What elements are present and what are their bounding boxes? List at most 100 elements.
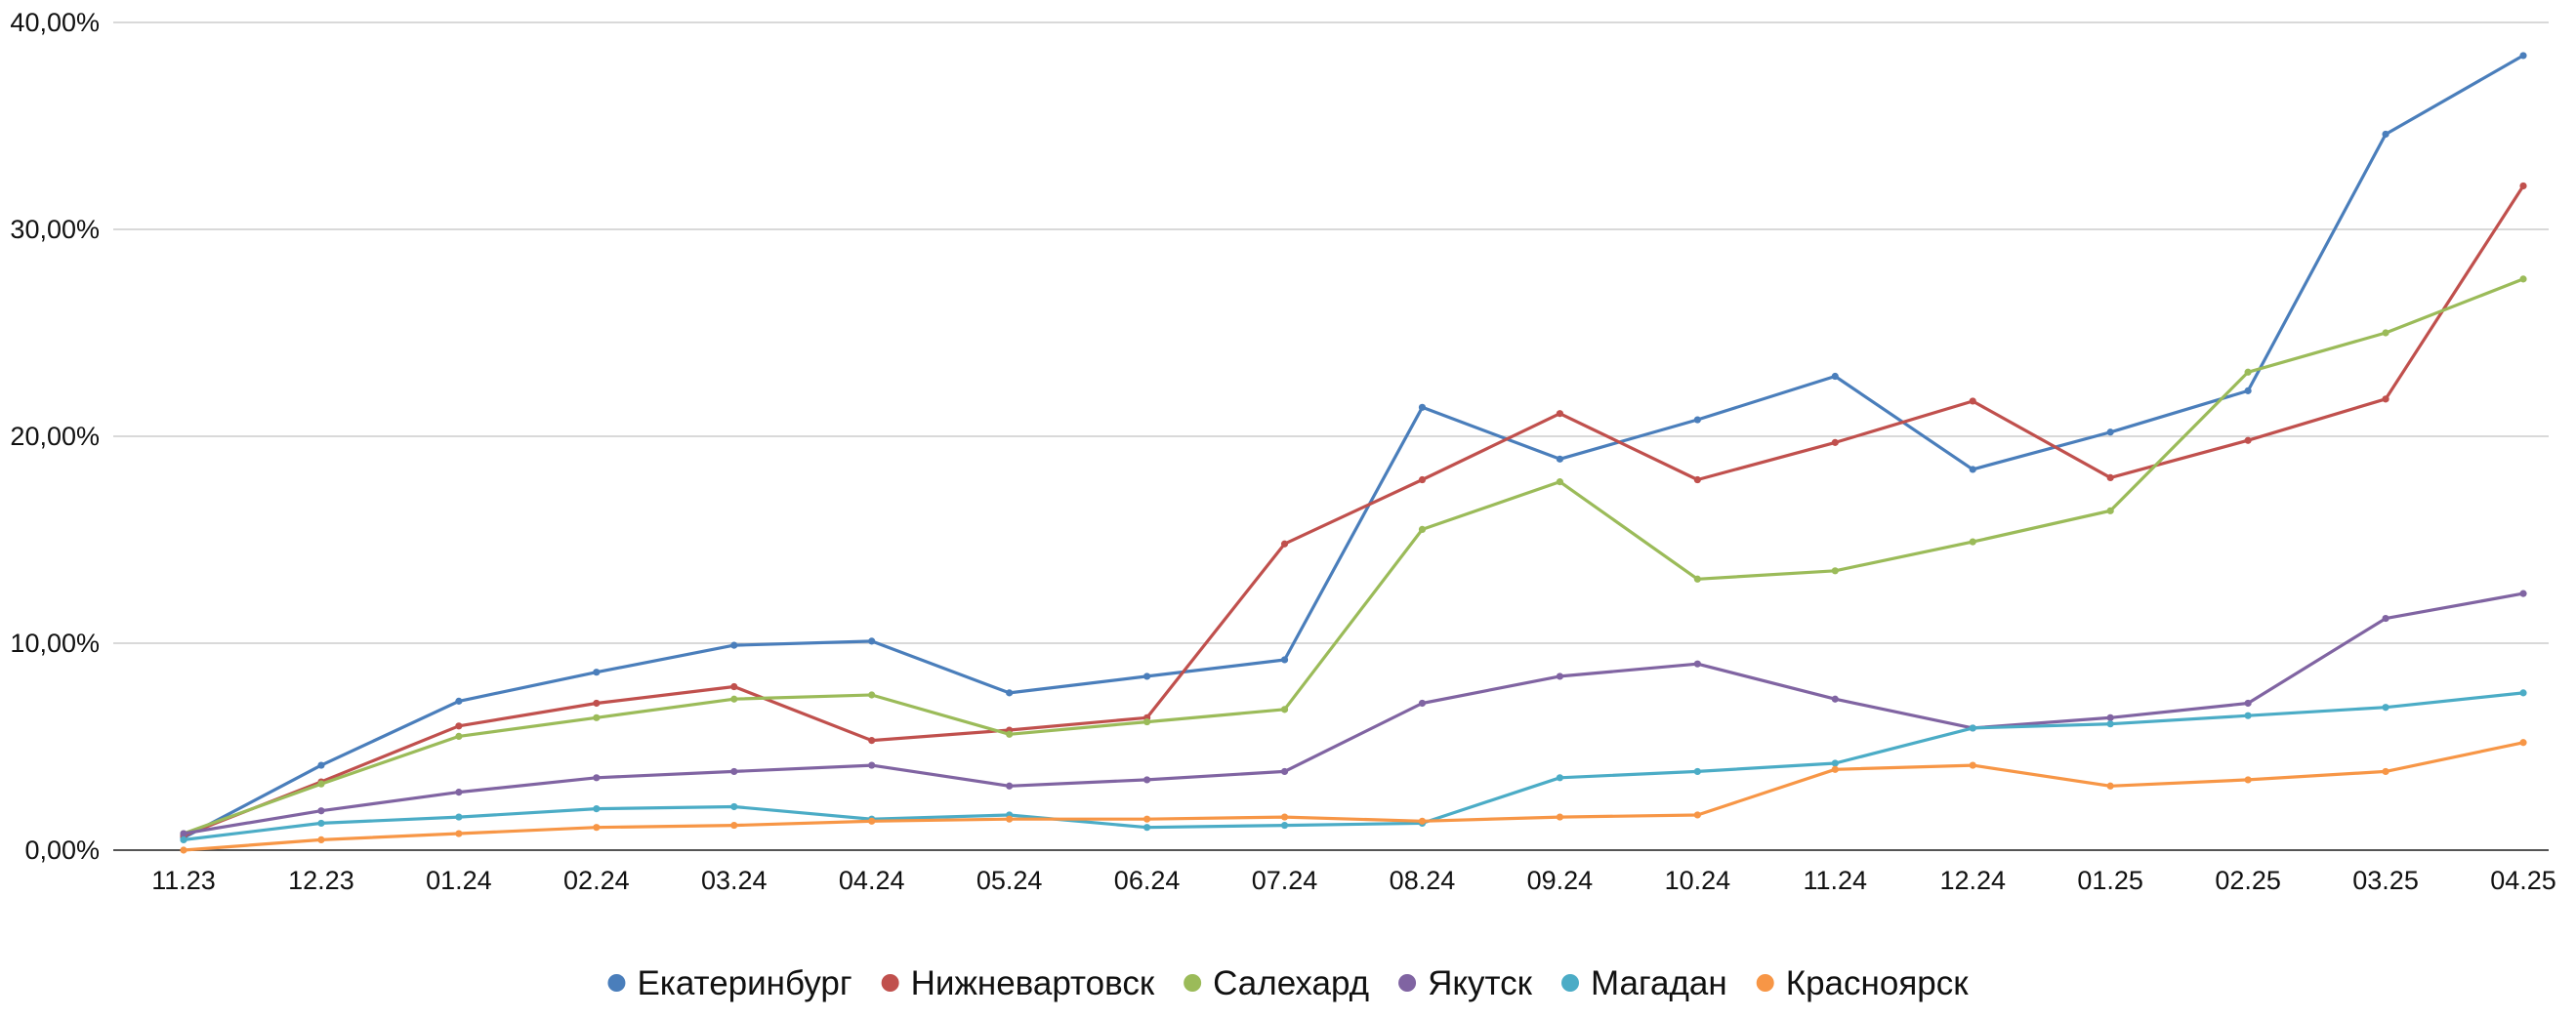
x-tick-label: 08.24 [1390, 866, 1456, 895]
legend-marker [607, 974, 626, 992]
data-point [730, 767, 738, 776]
legend-marker [1756, 974, 1774, 992]
data-point [1969, 538, 1976, 546]
data-point [455, 732, 463, 741]
legend-marker [1561, 974, 1580, 992]
data-point [455, 830, 463, 837]
series-4 [180, 689, 2527, 844]
legend-item: Красноярск [1756, 964, 1969, 1002]
data-point [1556, 478, 1564, 486]
data-point [1831, 759, 1839, 767]
data-point [455, 813, 463, 821]
data-point [2382, 767, 2389, 776]
legend-item: Нижневартовск [881, 964, 1155, 1002]
data-point [1006, 730, 1014, 738]
legend-marker [1184, 974, 1202, 992]
data-point [2519, 182, 2527, 190]
data-point [2244, 436, 2252, 444]
data-point [1143, 717, 1151, 726]
data-point [2244, 712, 2252, 719]
data-point [2106, 507, 2114, 514]
data-point [1006, 782, 1014, 790]
x-tick-label: 09.24 [1527, 866, 1594, 895]
x-tick-label: 02.24 [563, 866, 630, 895]
data-point [868, 737, 876, 745]
series-line [182, 183, 2525, 837]
data-point [1280, 706, 1289, 713]
data-point [1143, 815, 1151, 823]
legend-label: Екатеринбург [637, 964, 852, 1002]
data-point [2106, 473, 2114, 481]
data-point [455, 789, 463, 796]
data-point [2106, 720, 2114, 728]
data-point [1556, 774, 1564, 782]
data-point [317, 780, 325, 788]
data-point [1693, 475, 1701, 484]
x-tick-label: 12.24 [1939, 866, 2006, 895]
y-tick-label: 10,00% [10, 629, 100, 658]
data-point [2244, 699, 2252, 708]
series-1 [180, 182, 2527, 839]
series-line [182, 691, 2525, 842]
series-0 [180, 52, 2527, 841]
x-tick-label: 05.24 [976, 866, 1043, 895]
data-point [593, 805, 601, 813]
data-point [2106, 428, 2114, 436]
data-point [2519, 590, 2527, 597]
x-tick-label: 02.25 [2215, 866, 2281, 895]
data-point [1280, 656, 1289, 664]
legend-item: Якутск [1398, 964, 1533, 1002]
x-tick-label: 11.23 [151, 866, 216, 895]
x-tick-label: 03.25 [2352, 866, 2419, 895]
data-point [455, 697, 463, 705]
legend-marker [881, 974, 899, 992]
data-point [2244, 368, 2252, 376]
x-tick-label: 07.24 [1252, 866, 1318, 895]
data-point [2382, 395, 2389, 403]
legend-label: Нижневартовск [911, 964, 1155, 1002]
data-point [1693, 811, 1701, 819]
data-point [593, 699, 601, 708]
data-point [1969, 397, 1976, 405]
data-point [1280, 540, 1289, 548]
data-point [593, 824, 601, 832]
data-point [180, 836, 187, 844]
data-point [868, 761, 876, 769]
data-point [180, 846, 187, 854]
data-point [1831, 567, 1839, 575]
data-point [593, 669, 601, 676]
data-point [317, 836, 325, 844]
data-point [593, 774, 601, 782]
x-tick-label: 04.25 [2490, 866, 2556, 895]
data-point [1280, 813, 1289, 821]
data-point [1006, 689, 1014, 697]
data-point [2106, 782, 2114, 790]
data-point [1969, 724, 1976, 732]
data-point [455, 722, 463, 730]
gridlines [113, 21, 2549, 644]
x-tick-label: 01.24 [426, 866, 492, 895]
data-point [730, 682, 738, 691]
data-point [1693, 416, 1701, 424]
data-point [2519, 689, 2527, 697]
data-point [1693, 575, 1701, 583]
data-point [1556, 673, 1564, 680]
series-line [182, 741, 2525, 852]
data-point [1831, 372, 1839, 381]
data-point [1418, 699, 1427, 708]
y-tick-label: 30,00% [10, 215, 100, 244]
data-point [2106, 713, 2114, 721]
data-point [1143, 776, 1151, 784]
x-tick-label: 11.24 [1804, 866, 1868, 895]
y-tick-label: 20,00% [10, 422, 100, 451]
data-point [1969, 466, 1976, 473]
data-point [2382, 329, 2389, 337]
series-lines [180, 52, 2527, 854]
legend-marker [1398, 974, 1417, 992]
data-point [317, 807, 325, 815]
data-point [1006, 815, 1014, 823]
data-point [730, 821, 738, 830]
legend-label: Салехард [1213, 964, 1369, 1002]
